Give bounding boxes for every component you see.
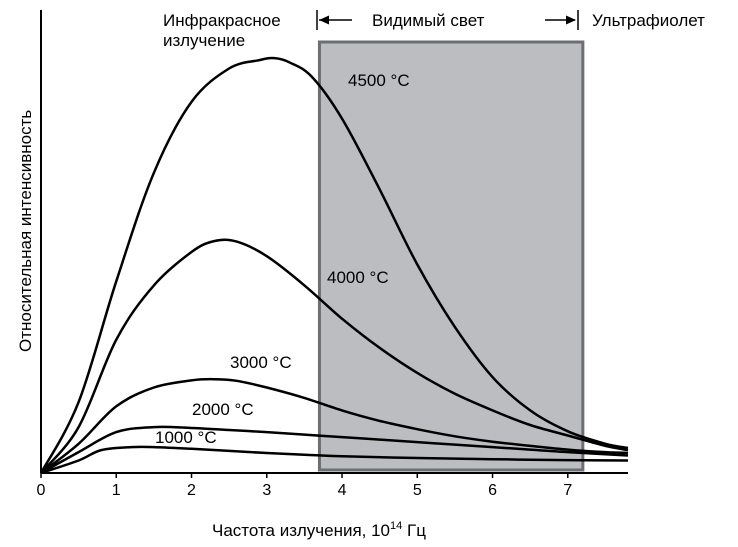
curves-group — [39, 56, 629, 475]
x-tick-label: 7 — [563, 482, 572, 499]
x-tick-label: 5 — [413, 482, 422, 499]
infrared-label-line2: излучение — [163, 31, 245, 50]
visible-right-arrowhead — [566, 15, 576, 25]
curve-4000 — [40, 238, 629, 474]
x-tick-label: 2 — [187, 482, 196, 499]
x-tick-label: 4 — [338, 482, 347, 499]
infrared-label-line1: Инфракрасное — [163, 11, 281, 30]
ultraviolet-label: Ультрафиолет — [592, 11, 705, 30]
curve-label-4500: 4500 °C — [348, 71, 410, 90]
x-tick-label: 1 — [112, 482, 121, 499]
x-axis-title: Частота излучения, 1014 Гц — [212, 520, 426, 540]
curve-label-2000: 2000 °C — [192, 400, 254, 419]
curve-4500 — [39, 56, 629, 474]
x-tick-label: 6 — [488, 482, 497, 499]
curve-label-3000: 3000 °C — [230, 353, 292, 372]
x-axis-title-text: Частота излучения, 10 — [212, 521, 390, 540]
x-axis-title-exponent: 14 — [390, 520, 402, 532]
curve-1000 — [40, 445, 629, 475]
curve-3000 — [40, 377, 629, 474]
x-axis-title-unit: Гц — [402, 521, 426, 540]
x-tick-label: 3 — [262, 482, 271, 499]
visible-left-arrowhead — [319, 15, 329, 25]
curve-label-4000: 4000 °C — [327, 268, 389, 287]
curve-2000 — [40, 425, 629, 475]
x-tick-label: 0 — [37, 482, 46, 499]
visible-light-band — [317, 40, 585, 472]
y-axis-title-text: Относительная интенсивность — [16, 110, 35, 352]
y-axis-title: Относительная интенсивность — [16, 110, 35, 352]
visible-light-label: Видимый свет — [372, 11, 485, 30]
x-ticks-group: 0 1 2 3 4 5 6 7 — [37, 473, 572, 499]
curve-label-1000: 1000 °C — [155, 428, 217, 447]
